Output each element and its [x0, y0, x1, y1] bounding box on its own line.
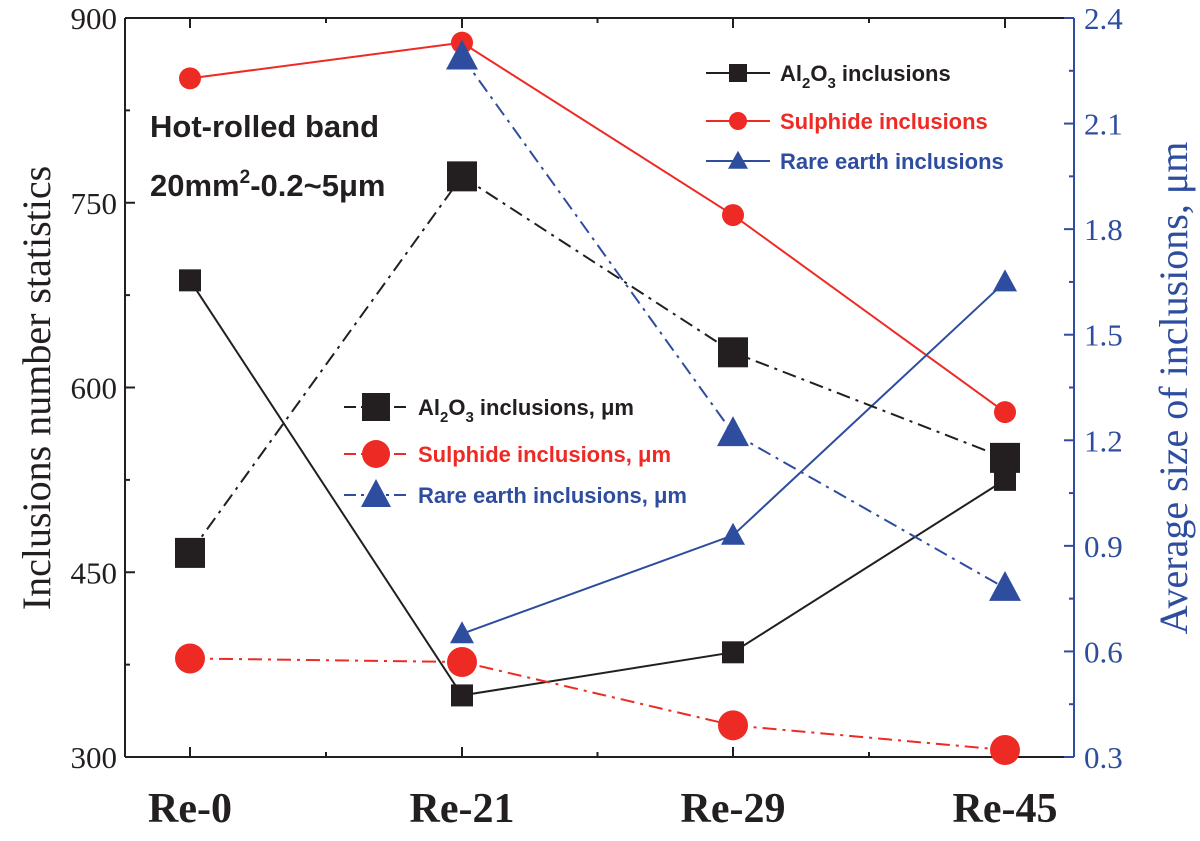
legend-marker	[729, 112, 747, 130]
data-point	[993, 269, 1017, 292]
right-tick-label: 0.6	[1084, 634, 1123, 669]
left-tick-label: 450	[71, 555, 118, 590]
annotation-line1: Hot-rolled band	[150, 109, 379, 144]
legend-top: Al2O3 inclusions Sulphide inclusions Rare …	[706, 61, 1004, 174]
legend-marker	[728, 150, 748, 169]
legend-marker	[729, 64, 747, 82]
data-point	[450, 621, 474, 644]
data-point	[447, 161, 477, 192]
data-point	[718, 710, 748, 741]
legend-mid: Al2O3 inclusions, μm Sulphide inclusions,…	[344, 395, 687, 508]
data-point	[175, 643, 205, 674]
data-point	[451, 684, 473, 707]
data-point	[175, 537, 205, 568]
series-line	[189, 657, 1006, 751]
right-tick-label: 2.4	[1084, 1, 1123, 36]
left-tick-label: 750	[71, 186, 118, 221]
data-point	[179, 269, 201, 292]
series-line	[189, 175, 1006, 554]
right-tick-label: 2.1	[1084, 107, 1123, 142]
data-point	[721, 522, 745, 545]
data-point	[989, 570, 1021, 601]
data-point	[717, 416, 749, 447]
legend-label: Sulphide inclusions	[780, 109, 988, 134]
series-line	[189, 41, 1006, 413]
data-point	[990, 442, 1020, 473]
right-tick-label: 0.9	[1084, 529, 1123, 564]
left-tick-label: 300	[71, 740, 118, 775]
legend-marker	[361, 479, 391, 507]
x-tick-label: Re-0	[148, 786, 232, 832]
data-point	[990, 734, 1020, 765]
right-tick-label: 1.5	[1084, 318, 1123, 353]
legend-label: Rare earth inclusions, μm	[418, 483, 687, 508]
annotation-line2: 20mm2-0.2~5μm	[150, 167, 385, 203]
data-point	[446, 39, 478, 70]
x-tick-label: Re-45	[953, 786, 1058, 832]
data-point	[994, 401, 1016, 424]
data-point	[994, 468, 1016, 491]
data-point	[447, 646, 477, 677]
series-line	[189, 279, 1006, 697]
y-axis-title-right: Average size of inclusions, μm	[1151, 142, 1196, 635]
left-tick-label: 900	[71, 1, 118, 36]
x-tick-label: Re-21	[410, 786, 515, 832]
legend-label: Al2O3 inclusions	[780, 61, 951, 92]
series-line	[461, 56, 1006, 589]
y-axis-title-left: Inclusions number statistics	[14, 166, 59, 610]
legend-marker	[362, 393, 390, 421]
data-point	[718, 337, 748, 368]
data-point	[722, 641, 744, 664]
x-tick-label: Re-29	[681, 786, 786, 832]
right-tick-label: 1.8	[1084, 212, 1123, 247]
legend-label: Al2O3 inclusions, μm	[418, 395, 634, 426]
right-tick-label: 0.3	[1084, 740, 1123, 775]
right-tick-label: 1.2	[1084, 423, 1123, 458]
left-tick-label: 600	[71, 371, 118, 406]
legend-marker	[362, 440, 390, 468]
data-point	[722, 204, 744, 227]
data-point	[179, 67, 201, 90]
legend-label: Rare earth inclusions	[780, 149, 1004, 174]
legend-label: Sulphide inclusions, μm	[418, 442, 671, 467]
